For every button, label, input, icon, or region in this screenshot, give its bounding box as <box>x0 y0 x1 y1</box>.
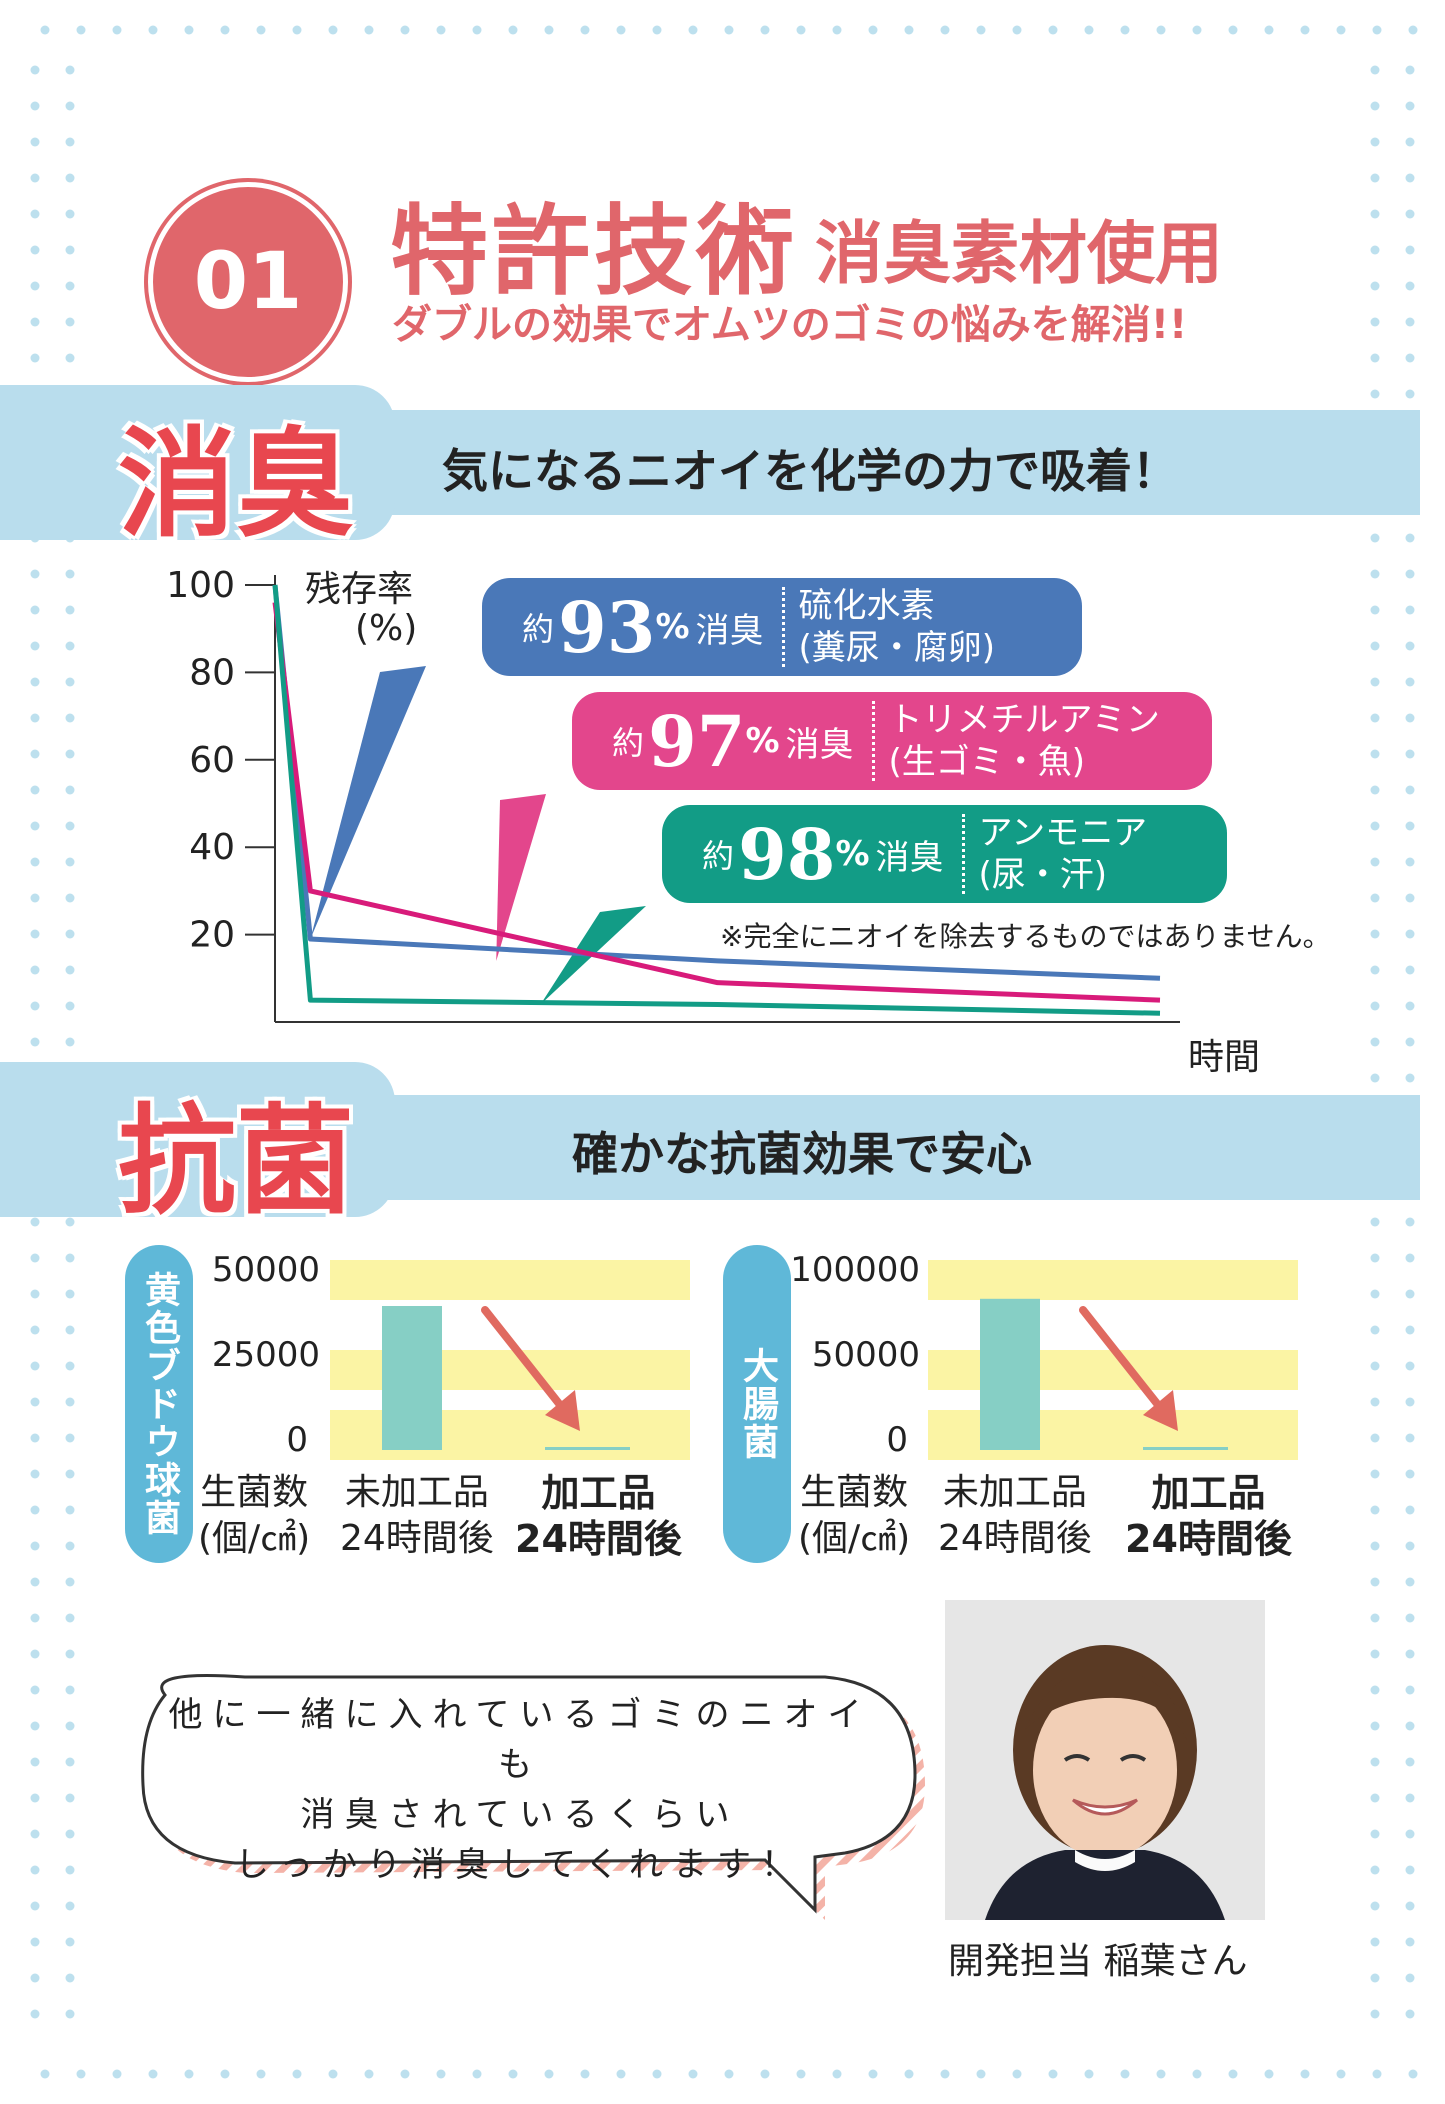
ecoli-bar-chart <box>928 1260 1298 1460</box>
organism-label-ecoli: 大腸菌 <box>723 1245 791 1563</box>
cat-untreated-line1: 未加工品 <box>942 1472 1087 1513</box>
staph-bar-chart <box>330 1260 690 1460</box>
bar1-cat-untreated: 未加工品 24時間後 <box>340 1470 494 1562</box>
series-line <box>272 584 1161 1016</box>
deodorize-tab <box>0 385 395 540</box>
bar2-tick-top: 100000 <box>790 1250 920 1290</box>
cat-treated-line1: 加工品 <box>541 1471 656 1515</box>
callout-pointer <box>310 666 426 939</box>
callout-value: 97 <box>648 699 746 783</box>
callout-suffix: 消臭 <box>785 724 854 765</box>
quote-line-1: 他に一緒に入れているゴミのニオイも <box>168 1695 872 1785</box>
bar2-cat-untreated: 未加工品 24時間後 <box>938 1470 1092 1562</box>
y-axis-title-line2: (%) <box>355 608 418 649</box>
bar2-tick-mid: 50000 <box>811 1335 920 1375</box>
bar1-tick-mid: 25000 <box>211 1335 320 1375</box>
callout-source: (糞尿・腐卵) <box>798 628 996 668</box>
bar2-ylabel-line1: 生菌数 <box>800 1472 909 1513</box>
quote-line-3: しっかり消臭してくれます！ <box>235 1845 805 1885</box>
antibacterial-tagline: 確かな抗菌効果で安心 <box>572 1127 1032 1181</box>
callout-separator <box>961 814 965 894</box>
bar1-cat-treated: 加工品 24時間後 <box>515 1470 682 1562</box>
cat-untreated-line2: 24時間後 <box>938 1518 1092 1559</box>
bar <box>980 1298 1040 1450</box>
page-title: 特許技術 <box>390 195 799 309</box>
bar2-tick-zero: 0 <box>886 1420 908 1460</box>
callout-separator <box>781 587 785 667</box>
decrease-arrow <box>481 1306 572 1419</box>
callout-hydrogen-sulfide: 約 93 % 消臭 硫化水素 (糞尿・腐卵) <box>482 578 1082 676</box>
testimonial-quote: 他に一緒に入れているゴミのニオイも 消臭されているくらい しっかり消臭してくれま… <box>150 1690 890 1890</box>
section-number-badge: 01 <box>148 182 348 382</box>
callout-separator <box>871 701 875 781</box>
callout-prefix: 約 <box>702 837 735 875</box>
y-tick-label: 20 <box>189 915 235 956</box>
callout-prefix: 約 <box>612 724 645 762</box>
callout-substance-block: アンモニア (尿・汗) <box>979 812 1148 896</box>
callout-substance: トリメチルアミン <box>888 700 1160 740</box>
callout-substance: 硫化水素 <box>798 586 935 626</box>
callout-unit: % <box>745 721 780 761</box>
y-tick-label: 40 <box>189 827 235 868</box>
decrease-arrow <box>1079 1306 1170 1419</box>
y-axis-title-line1: 残存率 <box>305 569 414 610</box>
callout-trimethylamine: 約 97 % 消臭 トリメチルアミン (生ゴミ・魚) <box>572 692 1212 790</box>
decrease-arrowhead <box>1143 1390 1178 1431</box>
series-line <box>272 602 1161 1003</box>
quote-line-2: 消臭されているくらい <box>300 1795 740 1835</box>
x-axis-title: 時間 <box>1188 1037 1261 1078</box>
bar1-ylabel-line2: (個/㎠) <box>198 1518 311 1559</box>
callout-substance: アンモニア <box>978 813 1148 853</box>
deodorize-label: 消臭 <box>118 415 355 553</box>
callout-value: 98 <box>738 812 836 896</box>
y-tick-label: 100 <box>166 565 235 606</box>
cat-untreated-line1: 未加工品 <box>344 1472 489 1513</box>
organism-label-staph: 黄色ブドウ球菌 <box>125 1245 193 1563</box>
cat-untreated-line2: 24時間後 <box>340 1518 494 1559</box>
bar <box>1143 1447 1228 1450</box>
antibacterial-label: 抗菌 <box>118 1092 355 1230</box>
cat-treated-line2: 24時間後 <box>515 1517 682 1561</box>
callout-unit: % <box>835 834 870 874</box>
person-caption: 開発担当 稲葉さん <box>948 1941 1248 1982</box>
callout-substance-block: トリメチルアミン (生ゴミ・魚) <box>889 699 1160 783</box>
bar1-ylabel-line1: 生菌数 <box>200 1472 309 1513</box>
page-title-secondary: 消臭素材使用 <box>815 215 1224 294</box>
disclaimer-note: ※完全にニオイを除去するものではありません。 <box>720 920 1331 953</box>
bar-background-stripe <box>928 1260 1298 1300</box>
cat-treated-line1: 加工品 <box>1151 1471 1266 1515</box>
y-tick-label: 80 <box>189 652 235 693</box>
cat-treated-line2: 24時間後 <box>1125 1517 1292 1561</box>
callout-substance-block: 硫化水素 (糞尿・腐卵) <box>799 585 996 669</box>
antibacterial-tab <box>0 1062 395 1217</box>
speech-bubble <box>141 1674 925 1920</box>
bar1-tick-zero: 0 <box>286 1420 308 1460</box>
bar1-ylabel: 生菌数 (個/㎠) <box>198 1470 310 1562</box>
callout-suffix: 消臭 <box>695 610 764 651</box>
bar2-ylabel-line2: (個/㎠) <box>798 1518 911 1559</box>
callout-source: (生ゴミ・魚) <box>888 742 1086 782</box>
callout-prefix: 約 <box>522 610 555 648</box>
developer-portrait <box>945 1600 1265 1920</box>
decrease-arrowhead <box>545 1390 580 1431</box>
bar-background-stripe <box>330 1260 690 1300</box>
bar <box>545 1447 630 1450</box>
deodorize-tagline: 気になるニオイを化学の力で吸着！ <box>442 444 1178 498</box>
bar1-tick-top: 50000 <box>211 1250 320 1290</box>
bar2-ylabel: 生菌数 (個/㎠) <box>798 1470 910 1562</box>
callout-value: 93 <box>558 585 656 669</box>
bar2-cat-treated: 加工品 24時間後 <box>1125 1470 1292 1562</box>
callout-pointer <box>496 794 546 961</box>
bar <box>382 1306 442 1450</box>
callout-ammonia: 約 98 % 消臭 アンモニア (尿・汗) <box>662 805 1227 903</box>
callout-suffix: 消臭 <box>875 837 944 878</box>
page-subtitle: ダブルの効果でオムツのゴミの悩みを解消!! <box>392 302 1188 348</box>
callout-unit: % <box>655 607 690 647</box>
callout-source: (尿・汗) <box>978 855 1108 895</box>
y-tick-label: 60 <box>189 740 235 781</box>
